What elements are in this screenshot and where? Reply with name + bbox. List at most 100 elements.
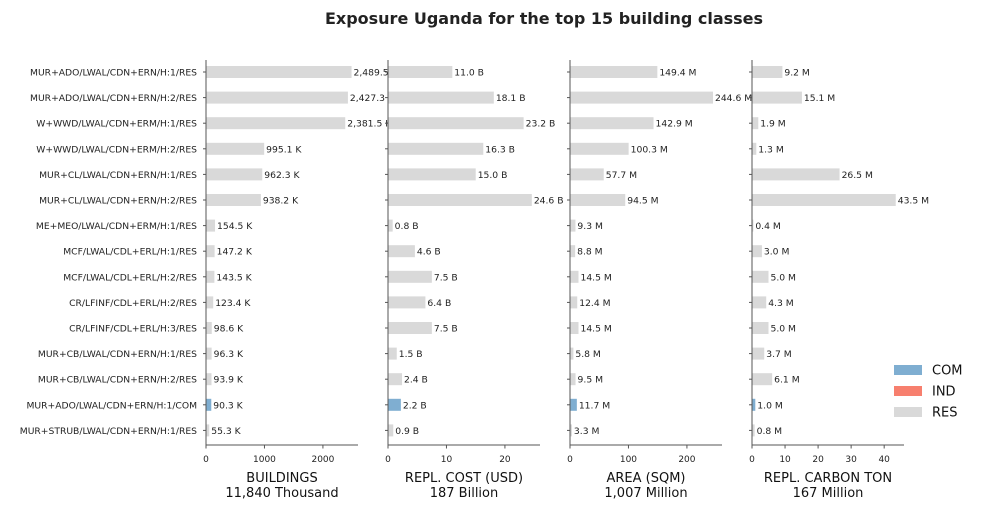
bar xyxy=(752,117,759,130)
data-label: 2,381.5 K xyxy=(347,119,392,130)
bar xyxy=(752,245,762,258)
category-label: MUR+ADO/LWAL/CDN+ERN/H:1/COM xyxy=(26,400,197,411)
category-label: CR/LFINF/CDL+ERL/H:3/RES xyxy=(69,324,197,335)
data-label: 100.3 M xyxy=(631,144,668,155)
bar xyxy=(388,322,432,334)
bar xyxy=(752,296,767,309)
data-label: 16.3 B xyxy=(485,144,515,155)
data-label: 1.5 B xyxy=(399,349,423,360)
data-label: 18.1 B xyxy=(496,93,526,104)
data-label: 2.4 B xyxy=(404,375,428,386)
data-label: 147.2 K xyxy=(217,247,253,258)
data-label: 938.2 K xyxy=(263,196,299,207)
category-label: MUR+CL/LWAL/CDN+ERN/H:2/RES xyxy=(39,196,197,207)
data-label: 43.5 M xyxy=(898,196,929,207)
category-label: CR/LFINF/CDL+ERL/H:2/RES xyxy=(69,298,197,309)
data-label: 0.4 M xyxy=(755,221,781,232)
bar xyxy=(752,168,840,181)
bar xyxy=(388,142,484,155)
data-label: 14.5 M xyxy=(580,324,611,335)
data-label: 8.8 M xyxy=(577,247,603,258)
data-label: 7.5 B xyxy=(434,272,458,283)
bar xyxy=(206,168,263,181)
x-tick-label: 200 xyxy=(678,455,695,465)
data-label: 5.8 M xyxy=(575,349,601,360)
bar xyxy=(570,322,579,334)
bar xyxy=(206,373,212,386)
data-label: 0.9 B xyxy=(395,426,419,437)
data-label: 6.4 B xyxy=(427,298,451,309)
data-label: 149.4 M xyxy=(659,68,696,79)
data-label: 995.1 K xyxy=(266,144,302,155)
data-label: 9.2 M xyxy=(784,68,810,79)
bar xyxy=(388,66,453,78)
bar xyxy=(570,373,576,386)
bar xyxy=(570,142,629,155)
data-label: 90.3 K xyxy=(213,400,243,411)
data-label: 123.4 K xyxy=(215,298,251,309)
data-label: 7.5 B xyxy=(434,324,458,335)
bar xyxy=(752,373,773,386)
bar xyxy=(570,398,577,411)
bar xyxy=(388,373,403,386)
bar xyxy=(570,219,576,232)
category-label: W+WWD/LWAL/CDN+ERM/H:2/RES xyxy=(36,144,197,155)
bar xyxy=(752,142,757,155)
bar xyxy=(206,194,261,206)
x-axis-label: REPL. CARBON TON xyxy=(764,471,892,486)
bar xyxy=(570,245,576,258)
bar xyxy=(388,168,476,181)
bar xyxy=(388,219,393,232)
data-label: 1.3 M xyxy=(758,144,784,155)
bar xyxy=(570,347,574,360)
bar xyxy=(570,424,572,437)
category-label: MUR+ADO/LWAL/CDN+ERN/H:2/RES xyxy=(30,93,197,104)
data-label: 9.5 M xyxy=(578,375,604,386)
bar xyxy=(388,296,426,309)
legend-swatch xyxy=(894,386,922,396)
legend-label: IND xyxy=(932,385,956,400)
bar xyxy=(206,424,210,437)
data-label: 57.7 M xyxy=(606,170,637,181)
panel-subtitle: 167 Million xyxy=(793,486,864,501)
data-label: 154.5 K xyxy=(217,221,253,232)
bar xyxy=(752,398,756,411)
data-label: 11.0 B xyxy=(454,68,484,79)
bar xyxy=(388,270,432,283)
data-label: 98.6 K xyxy=(214,324,244,335)
panel-4: 9.2 M 15.1 M 1.9 M 1.3 M 26.5 M 43.5 M 0.4 M 3.… xyxy=(749,60,929,501)
bar xyxy=(752,194,896,206)
bar xyxy=(388,117,524,130)
data-label: 12.4 M xyxy=(579,298,610,309)
panel-subtitle: 11,840 Thousand xyxy=(225,486,338,501)
category-label: MUR+ADO/LWAL/CDN+ERN/H:1/RES xyxy=(30,68,197,79)
bar xyxy=(752,322,769,334)
x-tick-label: 2000 xyxy=(311,455,334,465)
category-labels: MUR+ADO/LWAL/CDN+ERN/H:1/RES MUR+ADO/LWAL… xyxy=(20,68,197,437)
panel-subtitle: 187 Billion xyxy=(430,486,499,501)
bar xyxy=(206,219,216,232)
data-label: 0.8 B xyxy=(395,221,419,232)
x-tick-label: 0 xyxy=(203,455,209,465)
bar xyxy=(206,66,352,78)
data-label: 15.1 M xyxy=(804,93,835,104)
data-label: 1.0 M xyxy=(757,400,783,411)
x-tick-label: 0 xyxy=(749,455,755,465)
bar xyxy=(206,117,346,130)
bar xyxy=(206,296,214,309)
data-label: 143.5 K xyxy=(216,272,252,283)
data-label: 5.0 M xyxy=(771,272,797,283)
data-label: 2,427.3 K xyxy=(350,93,395,104)
data-label: 2.2 B xyxy=(403,400,427,411)
x-tick-label: 40 xyxy=(878,455,890,465)
data-label: 96.3 K xyxy=(214,349,244,360)
x-axis-label: REPL. COST (USD) xyxy=(405,471,523,486)
bar xyxy=(752,91,802,104)
bar xyxy=(388,91,494,104)
x-tick-label: 10 xyxy=(441,455,453,465)
category-label: MUR+CL/LWAL/CDN+ERN/H:1/RES xyxy=(39,170,197,181)
data-label: 94.5 M xyxy=(627,196,658,207)
bar xyxy=(388,347,397,360)
bar xyxy=(388,424,394,437)
data-label: 23.2 B xyxy=(526,119,556,130)
